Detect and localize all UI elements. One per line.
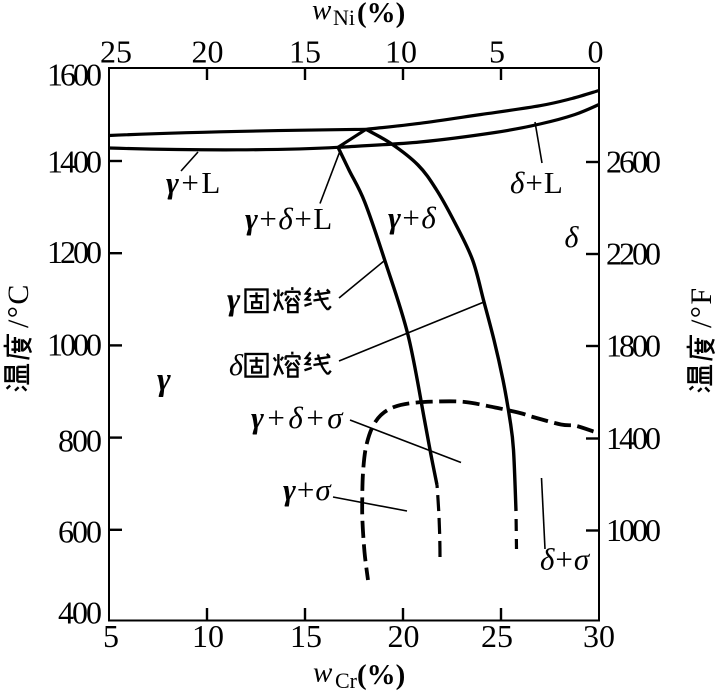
svg-text:5: 5 — [103, 618, 119, 654]
svg-text:/°F: /°F — [685, 286, 716, 328]
svg-text:δ: δ — [565, 221, 580, 254]
svg-text:γ+δ+σ: γ+δ+σ — [251, 400, 346, 435]
svg-text:(%): (%) — [357, 0, 405, 29]
svg-text:/°C: /°C — [2, 283, 35, 328]
svg-text:γ: γ — [157, 362, 171, 398]
svg-text:25: 25 — [100, 34, 132, 70]
svg-text:w: w — [312, 0, 332, 26]
svg-text:15: 15 — [290, 618, 322, 654]
svg-text:δ: δ — [229, 349, 244, 382]
svg-text:1200: 1200 — [47, 234, 102, 270]
svg-text:2200: 2200 — [606, 236, 661, 272]
svg-text:γ: γ — [227, 281, 241, 317]
svg-text:Ni: Ni — [333, 5, 355, 30]
svg-text:1400: 1400 — [47, 144, 102, 180]
svg-text:w: w — [313, 657, 333, 689]
svg-text:γ+L: γ+L — [166, 165, 223, 200]
svg-text:0: 0 — [588, 34, 604, 70]
svg-text:γ+σ: γ+σ — [283, 472, 332, 507]
svg-text:γ+δ: γ+δ — [388, 200, 437, 235]
svg-text:25: 25 — [481, 618, 513, 654]
svg-text:1800: 1800 — [606, 328, 661, 364]
svg-text:1000: 1000 — [606, 512, 661, 548]
svg-text:1400: 1400 — [606, 420, 661, 456]
svg-text:5: 5 — [489, 34, 505, 70]
svg-text:2600: 2600 — [606, 144, 661, 180]
svg-text:800: 800 — [58, 422, 102, 458]
svg-text:600: 600 — [58, 513, 102, 549]
svg-text:30: 30 — [583, 618, 615, 654]
svg-text:δ+σ: δ+σ — [540, 542, 591, 577]
svg-text:20: 20 — [192, 34, 224, 70]
svg-text:10: 10 — [192, 618, 224, 654]
svg-text:1000: 1000 — [47, 327, 102, 363]
svg-text:10: 10 — [385, 34, 417, 70]
svg-text:δ+L: δ+L — [510, 165, 564, 200]
svg-text:(%): (%) — [357, 659, 405, 691]
svg-text:γ+δ+L: γ+δ+L — [245, 201, 334, 236]
svg-text:Cr: Cr — [335, 668, 358, 692]
svg-text:1600: 1600 — [47, 57, 102, 93]
svg-text:20: 20 — [388, 618, 420, 654]
svg-text:15: 15 — [289, 34, 321, 70]
svg-text:400: 400 — [58, 595, 102, 631]
